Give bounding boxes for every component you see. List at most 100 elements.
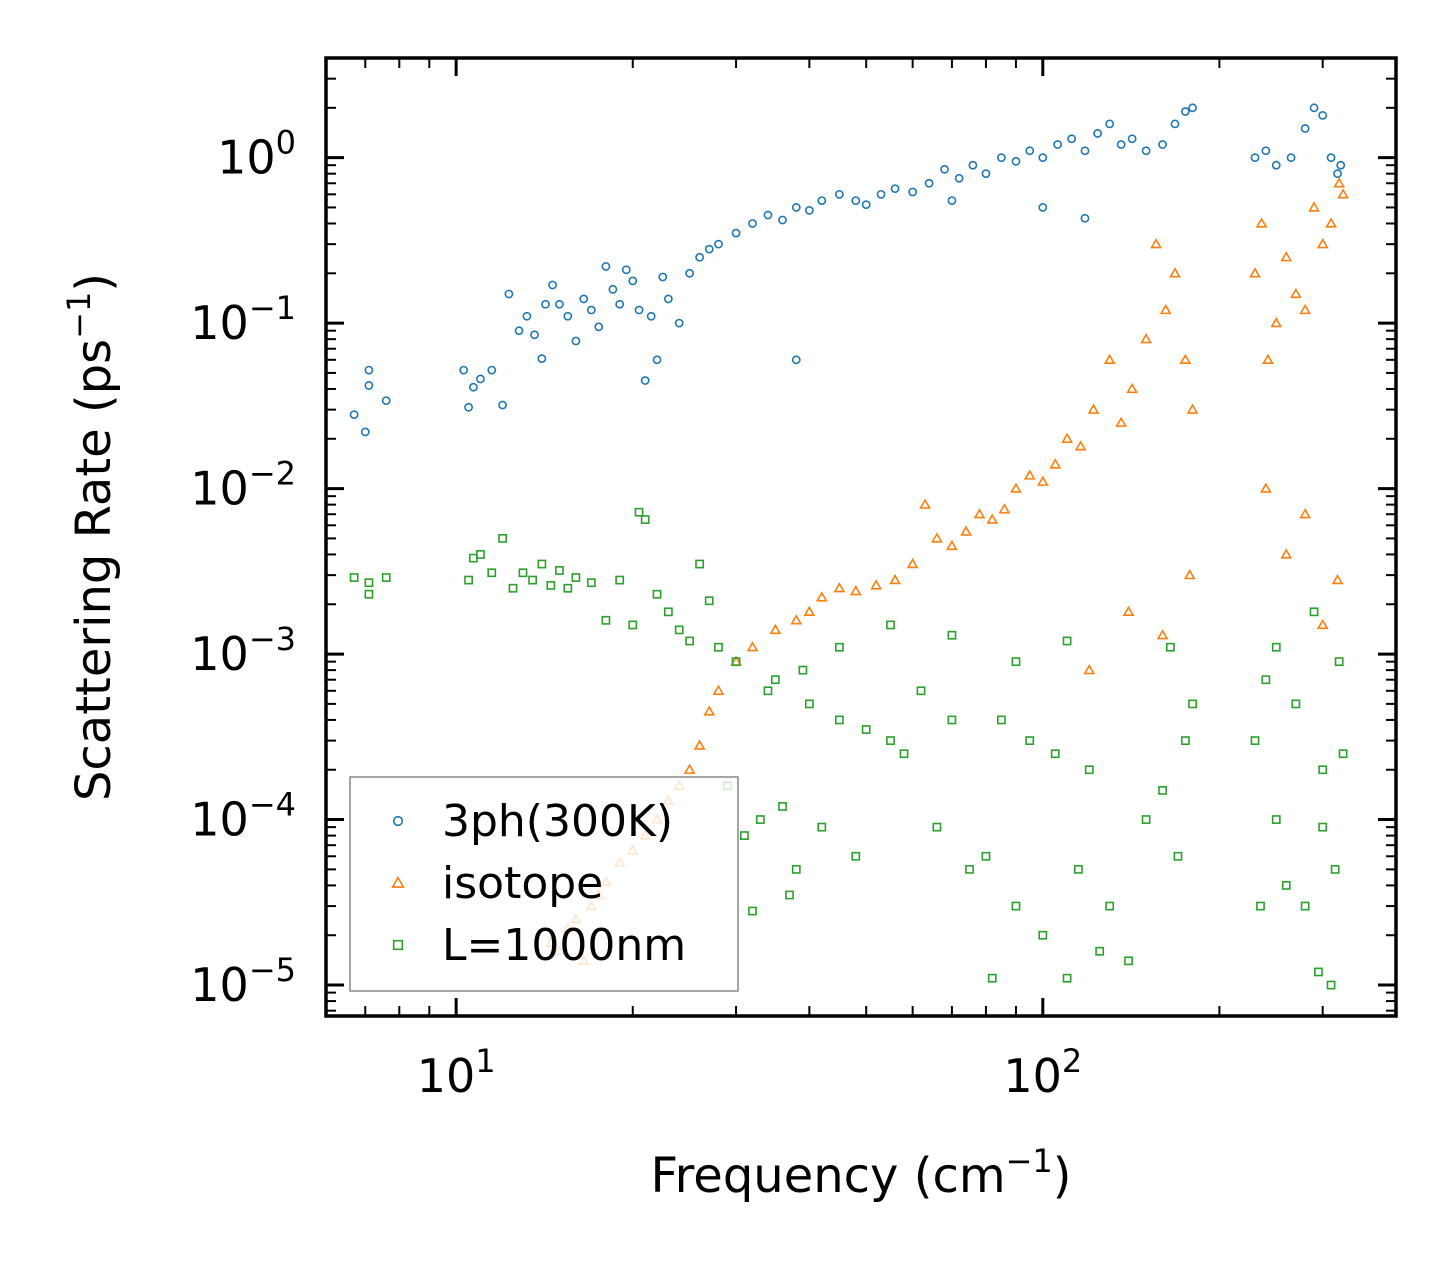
data-point [1011,901,1021,911]
data-point [1261,146,1271,156]
data-point [601,615,611,625]
data-point [870,579,883,590]
data-point [1062,636,1072,646]
data-point [1062,973,1072,983]
data-point [769,623,782,635]
data-point [360,427,370,437]
data-point [899,749,909,759]
data-point [791,864,801,874]
data-point [685,268,695,278]
data-point [1023,469,1036,480]
data-point [1105,901,1115,911]
data-point [704,596,714,606]
data-point [364,365,374,375]
data-point [468,382,478,392]
data-point [1158,786,1167,795]
data-point [834,189,844,199]
data-point [381,573,391,582]
data-point [1141,146,1151,156]
data-point [663,294,673,304]
data-point [1271,815,1281,824]
data-point [965,864,974,874]
data-point [998,503,1011,514]
data-point [1180,736,1190,746]
data-point [890,184,900,193]
data-point [1053,140,1063,149]
data-point [1249,267,1261,278]
data-point [1036,475,1049,486]
data-point [748,219,757,228]
data-point [1141,815,1151,824]
data-point [954,173,964,183]
data-point [960,525,972,536]
data-point [1116,140,1126,149]
data-point [674,318,684,328]
data-point [916,686,926,696]
data-point [504,289,514,299]
data-point [861,200,871,210]
series-3ph(300K) [349,103,1346,437]
data-point [464,402,473,412]
y-axis-label: Scattering Rate (ps−1) [60,273,122,801]
x-axis-label: Frequency (cm−1) [650,1142,1071,1204]
legend-marker [392,939,404,951]
data-point [763,210,773,220]
legend-label: isotope [442,858,603,909]
data-point [487,365,497,375]
data-point [1093,129,1103,138]
data-point [1038,153,1048,163]
legend-entry-isotope: isotope [391,858,603,909]
tick-labels: 101 102 100 10−1 10−2 10−3 10−4 10−5 [190,124,1082,1103]
data-point [674,625,684,635]
data-point [349,410,359,419]
data-point [1318,765,1328,775]
data-point [1270,316,1283,328]
legend-label: 3ph(300K) [442,796,673,847]
x-tick-label: 102 [1003,1042,1082,1103]
data-point [1299,303,1312,315]
data-point [530,330,539,340]
data-point [1038,203,1048,212]
legend-box [349,776,739,992]
data-point [652,355,662,365]
data-point [615,299,625,309]
data-point [652,589,662,599]
data-point [634,305,644,315]
data-point [608,284,618,294]
data-point [571,573,581,582]
data-point [1280,548,1293,559]
data-point [947,715,957,725]
data-point [487,568,497,578]
data-point [548,280,557,290]
data-point [634,507,644,517]
data-point [555,299,564,309]
data-point [932,822,942,832]
data-point [1330,864,1340,874]
data-point [1010,482,1022,493]
y-tick-label: 10−4 [190,786,296,847]
data-point [1326,153,1336,163]
data-point [541,299,550,309]
data-point [1314,967,1323,977]
data-point [646,311,656,321]
data-point [546,581,556,590]
data-point [1337,188,1349,199]
data-point [1250,736,1260,746]
data-point [1126,382,1139,394]
data-point [1271,642,1281,652]
data-point [695,559,704,569]
data-point [763,686,773,696]
data-point [834,715,844,725]
data-point [364,381,374,390]
data-point [1309,607,1319,617]
data-point [798,665,808,675]
data-point [615,575,625,585]
data-point [1127,134,1137,144]
plot-frame [324,56,1398,1018]
data-point [834,642,844,652]
data-point [640,515,650,524]
data-point [563,311,573,321]
data-point [1250,153,1260,163]
data-point [924,178,934,188]
